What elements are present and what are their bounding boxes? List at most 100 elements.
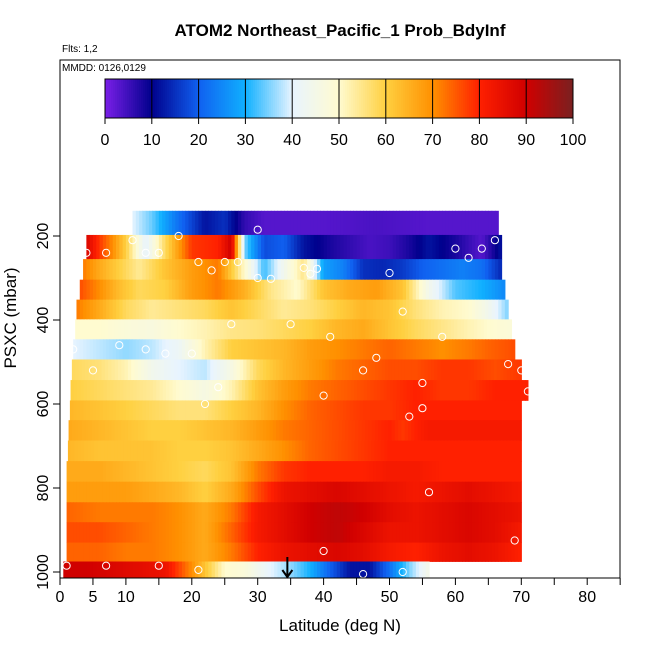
heatmap-cell [109, 522, 114, 543]
heatmap-cell [99, 299, 104, 320]
heatmap-cell [482, 380, 487, 401]
heatmap-cell [175, 234, 180, 260]
heatmap-cell [458, 234, 463, 260]
heatmap-cell [311, 440, 316, 462]
heatmap-cell [419, 380, 424, 401]
heatmap-cell [303, 339, 308, 360]
heatmap-cell [452, 259, 456, 281]
heatmap-cell [175, 461, 180, 483]
colorbar-segment [369, 79, 372, 118]
heatmap-cell [402, 461, 407, 483]
heatmap-cell [178, 279, 183, 301]
heatmap-cell [488, 481, 493, 503]
heatmap-cell [521, 380, 526, 401]
heatmap-cell [458, 210, 463, 236]
colorbar-segment [213, 79, 216, 118]
heatmap-cell [213, 359, 218, 381]
heatmap-cell [317, 461, 321, 483]
heatmap-cell [286, 319, 290, 340]
heatmap-cell [76, 461, 81, 483]
colorbar-segment [347, 79, 350, 118]
heatmap-cell [505, 380, 510, 401]
heatmap-cell [379, 279, 384, 301]
heatmap-cell [155, 400, 160, 421]
heatmap-cell [234, 299, 239, 320]
heatmap-cell [148, 234, 153, 260]
heatmap-cell [246, 420, 251, 441]
data-point [398, 567, 407, 577]
heatmap-cell [66, 561, 71, 578]
colorbar-segment [227, 79, 230, 118]
colorbar-segment [517, 79, 520, 118]
heatmap-cell [310, 502, 315, 523]
heatmap-cell [508, 502, 513, 523]
heatmap-cell [363, 259, 368, 281]
heatmap-cell [129, 502, 134, 523]
heatmap-cell [455, 279, 460, 301]
colorbar-segment [565, 79, 568, 118]
heatmap-cell [471, 339, 476, 360]
heatmap-cell [448, 400, 453, 421]
heatmap-cell [109, 481, 114, 503]
heatmap-cell [297, 339, 302, 360]
heatmap-cell [463, 359, 468, 381]
heatmap-cell [309, 319, 313, 340]
colorbar-segment [165, 79, 168, 118]
heatmap-cell [228, 299, 232, 320]
x-axis: 0 5 10 20 30 40 50 60 70 80 [56, 577, 621, 606]
heatmap-cell [261, 481, 265, 503]
colorbar-segment [129, 79, 132, 118]
heatmap-cell [155, 502, 160, 523]
heatmap-cell [386, 299, 391, 320]
heatmap-cell [102, 400, 107, 421]
heatmap-cell [340, 400, 344, 421]
heatmap-cell [214, 339, 219, 360]
heatmap-cell [492, 380, 497, 401]
heatmap-cell [432, 210, 437, 236]
heatmap-cell [116, 561, 120, 578]
heatmap-cell [221, 502, 226, 523]
heatmap-cell [300, 561, 305, 578]
x-tick-label: 60 [447, 589, 465, 606]
heatmap-cell [332, 420, 337, 441]
heatmap-cell [491, 542, 496, 562]
heatmap-cell [119, 502, 124, 523]
heatmap-cell [326, 400, 331, 421]
heatmap-cell [349, 299, 354, 320]
heatmap-cell [358, 359, 363, 381]
heatmap-cell [340, 542, 344, 562]
heatmap-cell [429, 259, 433, 281]
heatmap-cell [221, 481, 226, 503]
heatmap-cell [142, 542, 147, 562]
heatmap-cell [122, 561, 127, 578]
heatmap-cell [236, 420, 241, 441]
heatmap-cell [340, 279, 344, 301]
heatmap-cell [468, 481, 473, 503]
heatmap-cell [96, 502, 101, 523]
heatmap-cell [150, 319, 155, 340]
heatmap-cell [162, 400, 167, 421]
heatmap-cell [69, 502, 74, 523]
heatmap-cell [314, 380, 319, 401]
heatmap-cell [246, 319, 251, 340]
heatmap-cell [330, 561, 335, 578]
data-point [359, 366, 368, 375]
heatmap-cell [86, 234, 91, 260]
heatmap-cell [386, 380, 391, 401]
heatmap-cell [460, 440, 464, 462]
colorbar-segment [383, 79, 386, 118]
heatmap-cell [139, 481, 143, 503]
heatmap-cell [96, 561, 101, 578]
heatmap-cell [291, 380, 296, 401]
heatmap-cell [310, 461, 315, 483]
heatmap-cell [96, 299, 101, 320]
heatmap-cell [287, 481, 292, 503]
heatmap-cell [76, 299, 81, 320]
heatmap-cell [353, 210, 358, 236]
heatmap-cell [415, 522, 420, 543]
heatmap-cell [444, 359, 449, 381]
heatmap-cell [359, 502, 364, 523]
heatmap-cell [366, 339, 371, 360]
heatmap-cell [307, 561, 312, 578]
heatmap-cell [379, 522, 384, 543]
